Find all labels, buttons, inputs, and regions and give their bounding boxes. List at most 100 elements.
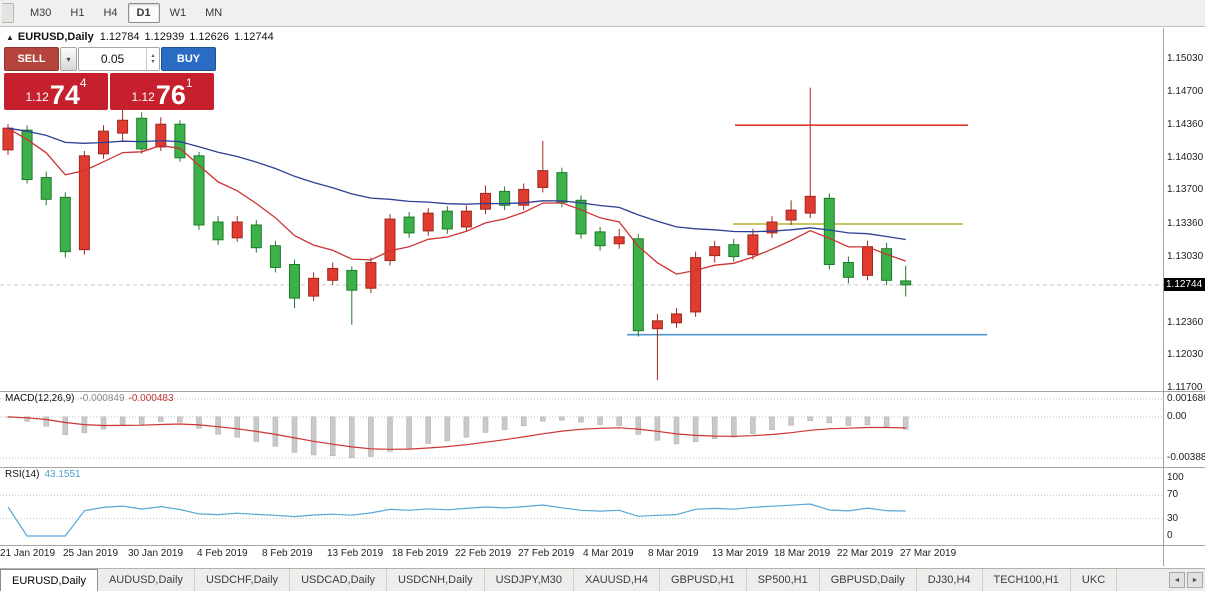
chart-tabs: EURUSD,Daily AUDUSD,Daily USDCHF,Daily USDC… bbox=[0, 569, 1118, 591]
date-axis-label: 27 Feb 2019 bbox=[518, 548, 575, 559]
macd-signal-value: -0.000483 bbox=[128, 393, 174, 404]
arrow-right-icon: ► bbox=[1191, 576, 1199, 584]
timeframe-toolbar: M30 H1 H4 D1 W1 MN bbox=[0, 0, 1205, 27]
rsi-axis-label: 30 bbox=[1167, 512, 1179, 524]
sell-quote-pipette: 4 bbox=[79, 76, 87, 90]
timeframe-button-w1[interactable]: W1 bbox=[169, 7, 187, 19]
price-axis-label: 1.13700 bbox=[1167, 184, 1204, 196]
timeframe-button-h1[interactable]: H1 bbox=[70, 7, 85, 19]
buy-quote-pips: 76 bbox=[155, 80, 186, 110]
timeframe-button-h4[interactable]: H4 bbox=[103, 7, 118, 19]
chart-symbol-label: EURUSD,Daily bbox=[17, 31, 94, 43]
chart-tab-tech100-h1[interactable]: TECH100,H1 bbox=[983, 569, 1071, 591]
volume-value: 0.05 bbox=[100, 52, 125, 66]
macd-main-value: -0.000849 bbox=[79, 393, 125, 404]
date-axis-label: 30 Jan 2019 bbox=[128, 548, 184, 559]
scroll-tabs-right-button[interactable]: ► bbox=[1187, 572, 1203, 588]
chart-tab-ukc[interactable]: UKC bbox=[1071, 569, 1118, 591]
price-axis-label: 1.14360 bbox=[1167, 119, 1204, 131]
buy-quote[interactable]: 1.12 76 1 bbox=[110, 73, 214, 110]
spinner-down-icon[interactable]: ▾ bbox=[151, 59, 155, 65]
rsi-name: RSI(14) bbox=[5, 469, 40, 480]
price-axis-label: 1.13030 bbox=[1167, 250, 1204, 262]
price-axis-label: 1.12360 bbox=[1167, 316, 1204, 328]
moving-average-8-line bbox=[7, 127, 906, 275]
date-axis-label: 18 Feb 2019 bbox=[392, 548, 449, 559]
date-axis-label: 8 Feb 2019 bbox=[262, 548, 313, 559]
date-axis-label: 18 Mar 2019 bbox=[774, 548, 831, 559]
price-axis-label: 1.12030 bbox=[1167, 349, 1204, 361]
trade-options-dropdown[interactable]: ▾ bbox=[60, 47, 77, 71]
date-axis-label: 22 Mar 2019 bbox=[837, 548, 894, 559]
timeframe-buttons: M30 H1 H4 D1 W1 MN bbox=[21, 3, 232, 23]
rsi-axis-label: 0 bbox=[1167, 530, 1173, 541]
price-axis-label: 1.14700 bbox=[1167, 85, 1204, 97]
chart-tab-xauusd-h4[interactable]: XAUUSD,H4 bbox=[574, 569, 660, 591]
ohlc-open: 1.12784 bbox=[99, 31, 140, 43]
moving-average-32-line bbox=[7, 127, 906, 241]
macd-axis-label: 0.00 bbox=[1167, 410, 1187, 422]
sell-quote-big-figure: 1.12 bbox=[25, 90, 49, 104]
macd-axis-label: -0.00388 bbox=[1167, 451, 1205, 463]
date-axis-label: 8 Mar 2019 bbox=[648, 548, 699, 559]
rsi-indicator-label: RSI(14) 43.1551 bbox=[5, 469, 81, 480]
rsi-axis-label: 100 bbox=[1167, 472, 1184, 483]
ohlc-low: 1.12626 bbox=[189, 31, 230, 43]
one-click-trading-panel: SELL ▾ 0.05 ▴ ▾ BUY 1.12 74 4 1.12 76 1 bbox=[4, 47, 216, 110]
price-axis-label: 1.14030 bbox=[1167, 151, 1204, 163]
price-chart[interactable] bbox=[0, 28, 1205, 591]
macd-signal-line bbox=[7, 416, 906, 450]
timeframe-button-m30[interactable]: M30 bbox=[30, 7, 52, 19]
chart-tab-gbpusd-daily[interactable]: GBPUSD,Daily bbox=[820, 569, 917, 591]
chart-window-icon[interactable]: ▲ bbox=[6, 33, 14, 42]
rsi-line bbox=[7, 503, 906, 537]
date-axis-label: 4 Mar 2019 bbox=[583, 548, 634, 559]
chart-tab-eurusd-daily[interactable]: EURUSD,Daily bbox=[0, 569, 98, 591]
chart-tab-audusd-daily[interactable]: AUDUSD,Daily bbox=[98, 569, 195, 591]
sell-button[interactable]: SELL bbox=[4, 47, 59, 71]
partial-toolbar-button[interactable] bbox=[2, 3, 14, 23]
sell-quote[interactable]: 1.12 74 4 bbox=[4, 73, 108, 110]
sell-quote-pips: 74 bbox=[49, 80, 80, 110]
buy-button[interactable]: BUY bbox=[161, 47, 216, 71]
chart-tab-usdjpy-m30[interactable]: USDJPY,M30 bbox=[485, 569, 575, 591]
scroll-tabs-left-button[interactable]: ◄ bbox=[1169, 572, 1185, 588]
date-axis-label: 4 Feb 2019 bbox=[197, 548, 248, 559]
macd-name: MACD(12,26,9) bbox=[5, 393, 75, 404]
date-axis-label: 22 Feb 2019 bbox=[455, 548, 512, 559]
chevron-down-icon: ▾ bbox=[66, 54, 71, 64]
chart-tab-gbpusd-h1[interactable]: GBPUSD,H1 bbox=[660, 569, 747, 591]
macd-histogram bbox=[5, 416, 909, 458]
macd-indicator-label: MACD(12,26,9) -0.000849 -0.000483 bbox=[5, 393, 174, 404]
volume-input[interactable]: 0.05 ▴ ▾ bbox=[78, 47, 160, 71]
chart-tab-sp500-h1[interactable]: SP500,H1 bbox=[747, 569, 820, 591]
volume-stepper[interactable]: ▴ ▾ bbox=[146, 48, 159, 70]
chart-tabs-bar: EURUSD,Daily AUDUSD,Daily USDCHF,Daily USDC… bbox=[0, 568, 1205, 591]
rsi-value: 43.1551 bbox=[44, 469, 81, 480]
current-price-badge: 1.12744 bbox=[1164, 277, 1205, 291]
spinner-up-icon[interactable]: ▴ bbox=[151, 53, 155, 59]
price-axis-label: 1.15030 bbox=[1167, 53, 1204, 64]
price-axis-label: 1.13360 bbox=[1167, 217, 1204, 229]
date-axis-label: 13 Mar 2019 bbox=[712, 548, 769, 559]
chart-tab-usdcnh-daily[interactable]: USDCNH,Daily bbox=[387, 569, 485, 591]
buy-quote-big-figure: 1.12 bbox=[131, 90, 155, 104]
buy-quote-pipette: 1 bbox=[185, 76, 193, 90]
arrow-left-icon: ◄ bbox=[1173, 576, 1181, 584]
tab-scroll-arrows: ◄ ► bbox=[1166, 572, 1203, 588]
timeframe-button-d1[interactable]: D1 bbox=[127, 3, 160, 23]
price-axis-label: 1.11700 bbox=[1167, 382, 1203, 393]
date-axis-label: 25 Jan 2019 bbox=[63, 548, 119, 559]
chart-tab-usdcad-daily[interactable]: USDCAD,Daily bbox=[290, 569, 388, 591]
macd-axis-label: 0.001686 bbox=[1167, 393, 1205, 404]
timeframe-button-mn[interactable]: MN bbox=[205, 7, 223, 19]
chart-tab-usdchf-daily[interactable]: USDCHF,Daily bbox=[195, 569, 291, 591]
ohlc-high: 1.12939 bbox=[144, 31, 185, 43]
chart-tab-dj30-h4[interactable]: DJ30,H4 bbox=[917, 569, 983, 591]
date-axis-label: 13 Feb 2019 bbox=[327, 548, 384, 559]
date-axis-label: 27 Mar 2019 bbox=[900, 548, 957, 559]
chart-header: ▲ EURUSD,Daily 1.12784 1.12939 1.12626 1.1274… bbox=[6, 31, 279, 43]
date-axis-label: 21 Jan 2019 bbox=[0, 548, 56, 559]
rsi-axis-label: 70 bbox=[1167, 489, 1179, 501]
